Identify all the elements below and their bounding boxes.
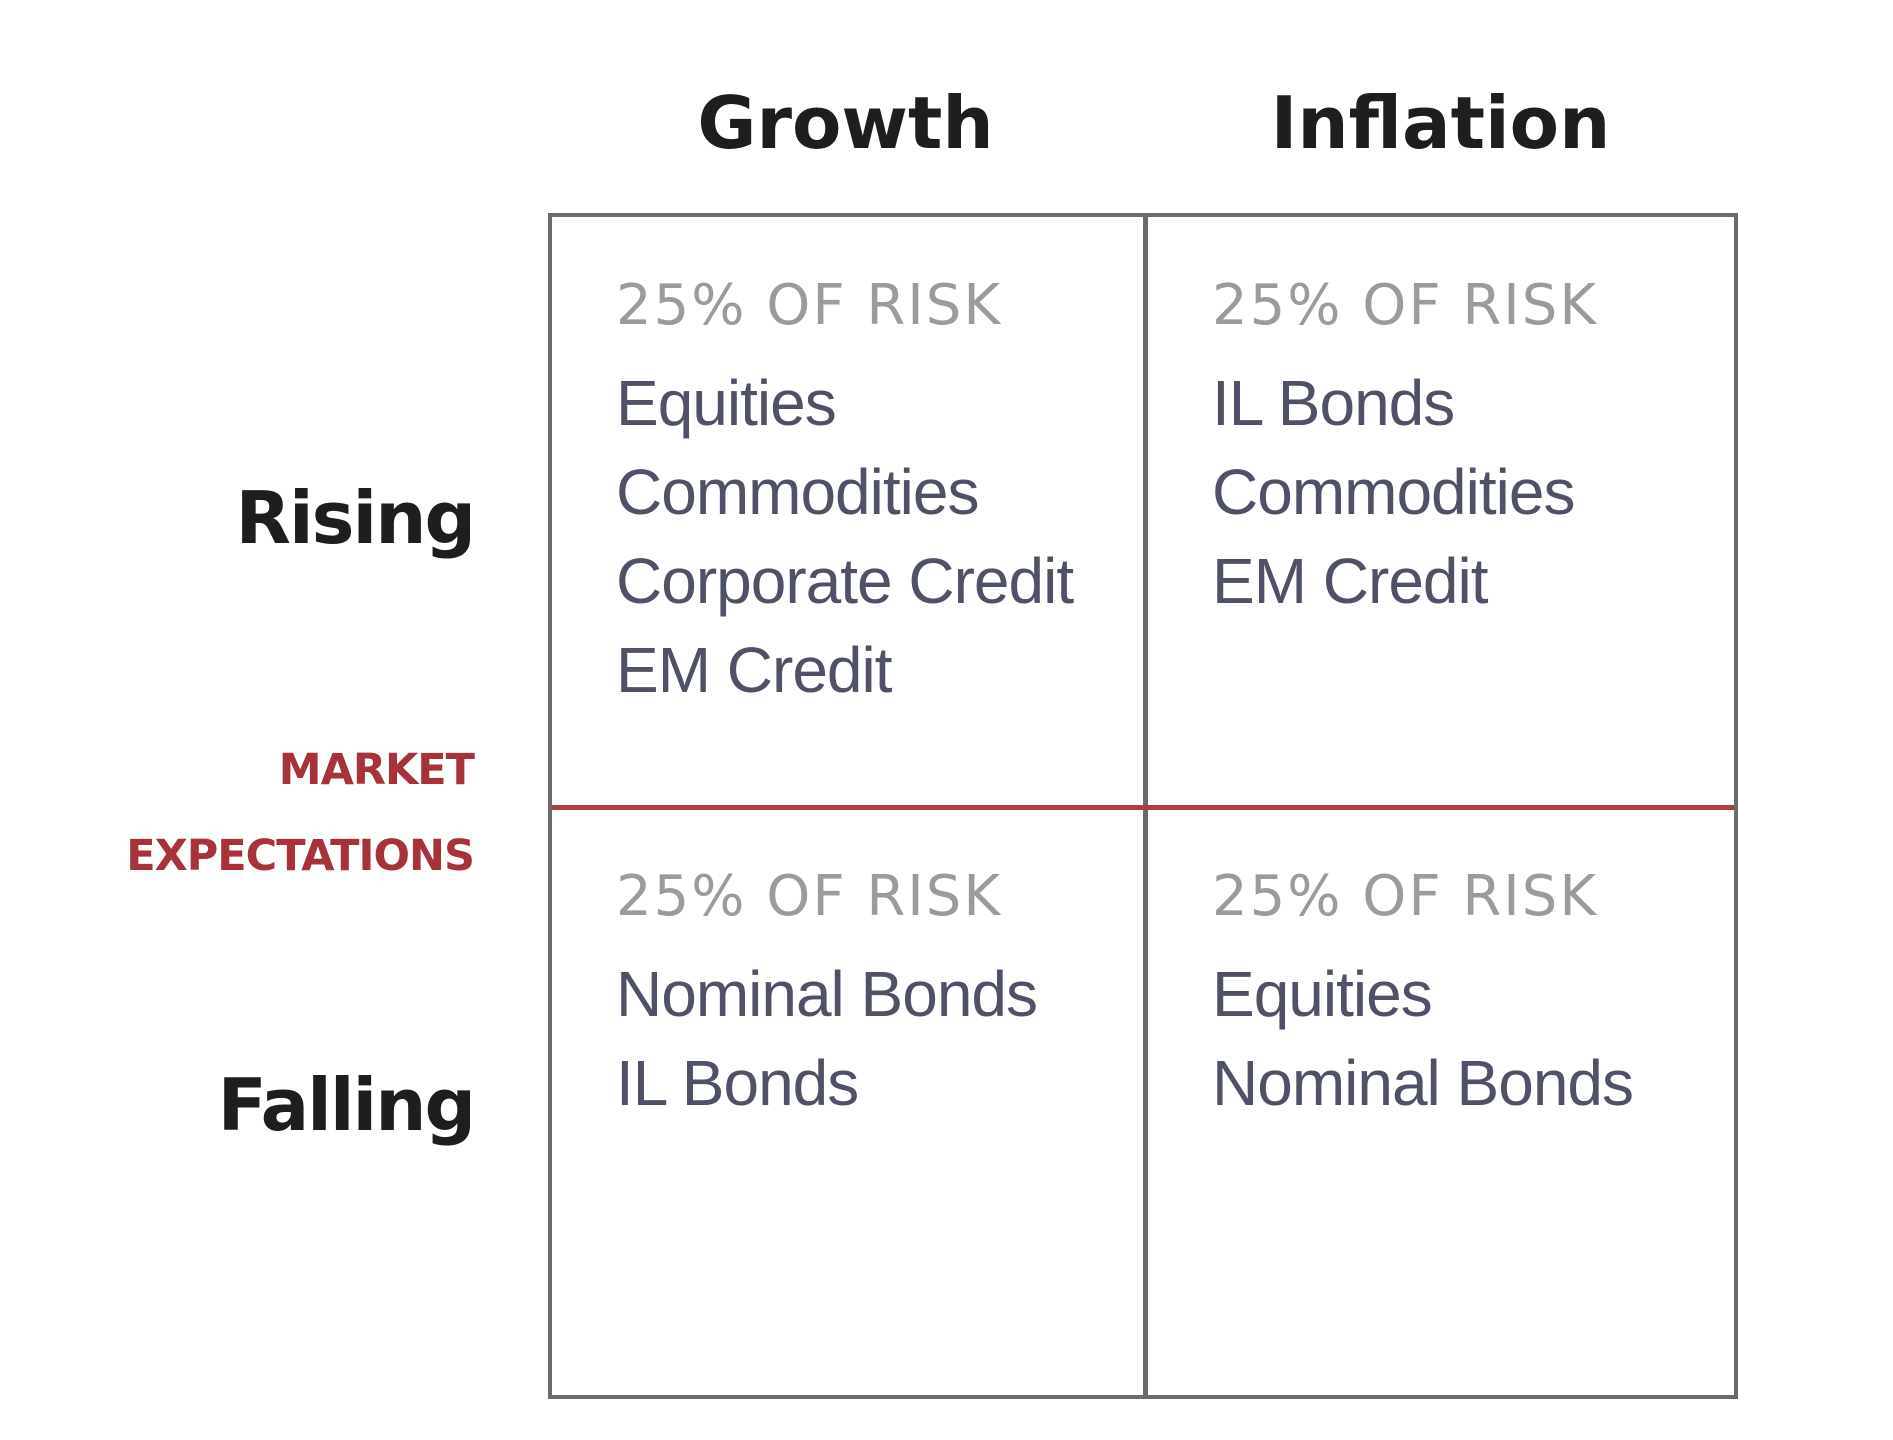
asset-list: Nominal Bonds IL Bonds <box>616 950 1143 1128</box>
cell-falling-growth: 25% OF RISK Nominal Bonds IL Bonds <box>552 810 1143 1399</box>
risk-quadrant-grid: 25% OF RISK Equities Commodities Corpora… <box>548 213 1738 1399</box>
cell-rising-growth: 25% OF RISK Equities Commodities Corpora… <box>552 217 1143 805</box>
risk-share-label: 25% OF RISK <box>616 273 1003 338</box>
asset-item: Nominal Bonds <box>616 958 1038 1030</box>
axis-label-market: MARKET <box>278 745 475 795</box>
asset-list: Equities Nominal Bonds <box>1212 950 1738 1128</box>
asset-item: IL Bonds <box>1212 367 1455 439</box>
asset-item: Equities <box>1212 958 1433 1030</box>
asset-item: EM Credit <box>1212 545 1489 617</box>
row-label-falling: Falling <box>217 1063 476 1147</box>
asset-list: Equities Commodities Corporate Credit EM… <box>616 359 1143 715</box>
cell-rising-inflation: 25% OF RISK IL Bonds Commodities EM Cred… <box>1148 217 1738 805</box>
asset-item: Commodities <box>1212 456 1575 528</box>
axis-label-expectations: EXPECTATIONS <box>126 831 475 881</box>
asset-item: EM Credit <box>616 634 893 706</box>
asset-item: Nominal Bonds <box>1212 1047 1634 1119</box>
asset-item: Corporate Credit <box>616 545 1074 617</box>
asset-list: IL Bonds Commodities EM Credit <box>1212 359 1738 626</box>
asset-item: Equities <box>616 367 837 439</box>
column-header-inflation: Inflation <box>1270 81 1611 165</box>
row-label-rising: Rising <box>235 476 476 560</box>
asset-item: Commodities <box>616 456 979 528</box>
column-header-growth: Growth <box>697 81 994 165</box>
risk-share-label: 25% OF RISK <box>1212 273 1599 338</box>
risk-share-label: 25% OF RISK <box>1212 864 1599 929</box>
market-expectations-divider <box>552 805 1734 810</box>
cell-falling-inflation: 25% OF RISK Equities Nominal Bonds <box>1148 810 1738 1399</box>
risk-share-label: 25% OF RISK <box>616 864 1003 929</box>
asset-item: IL Bonds <box>616 1047 859 1119</box>
